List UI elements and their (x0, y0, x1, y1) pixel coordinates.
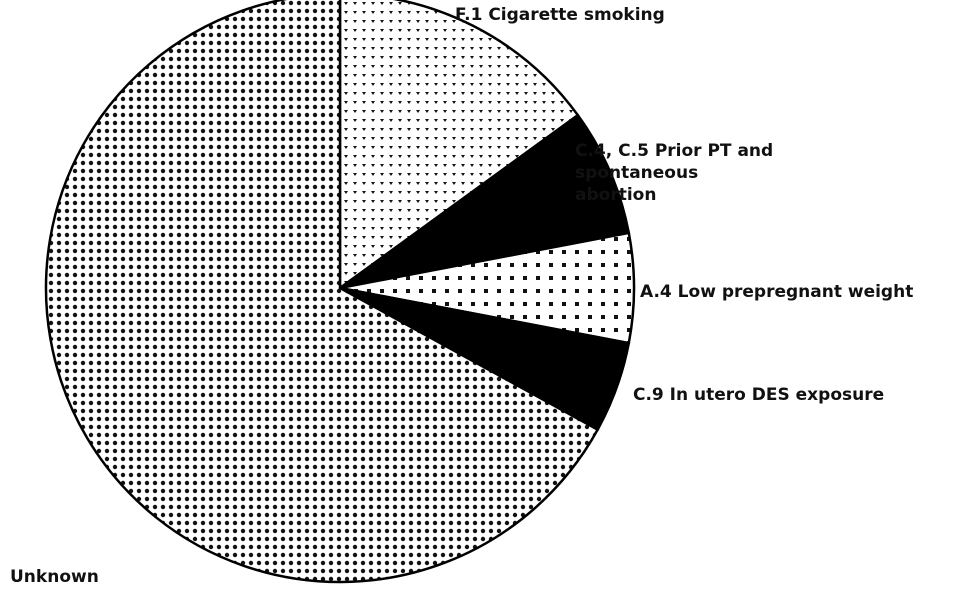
pie-slice (338, 0, 580, 291)
pie-slice (44, 0, 600, 584)
slice-label: A.4 Low prepregnant weight (640, 282, 914, 302)
slice-label: C.9 In utero DES exposure (633, 385, 885, 405)
slice-label: Unknown (10, 567, 99, 587)
slice-label: C.4, C.5 Prior PT and spontaneous aborti… (575, 141, 774, 205)
pie-slice (339, 113, 631, 290)
slice-label: F.1 Cigarette smoking (455, 5, 665, 25)
